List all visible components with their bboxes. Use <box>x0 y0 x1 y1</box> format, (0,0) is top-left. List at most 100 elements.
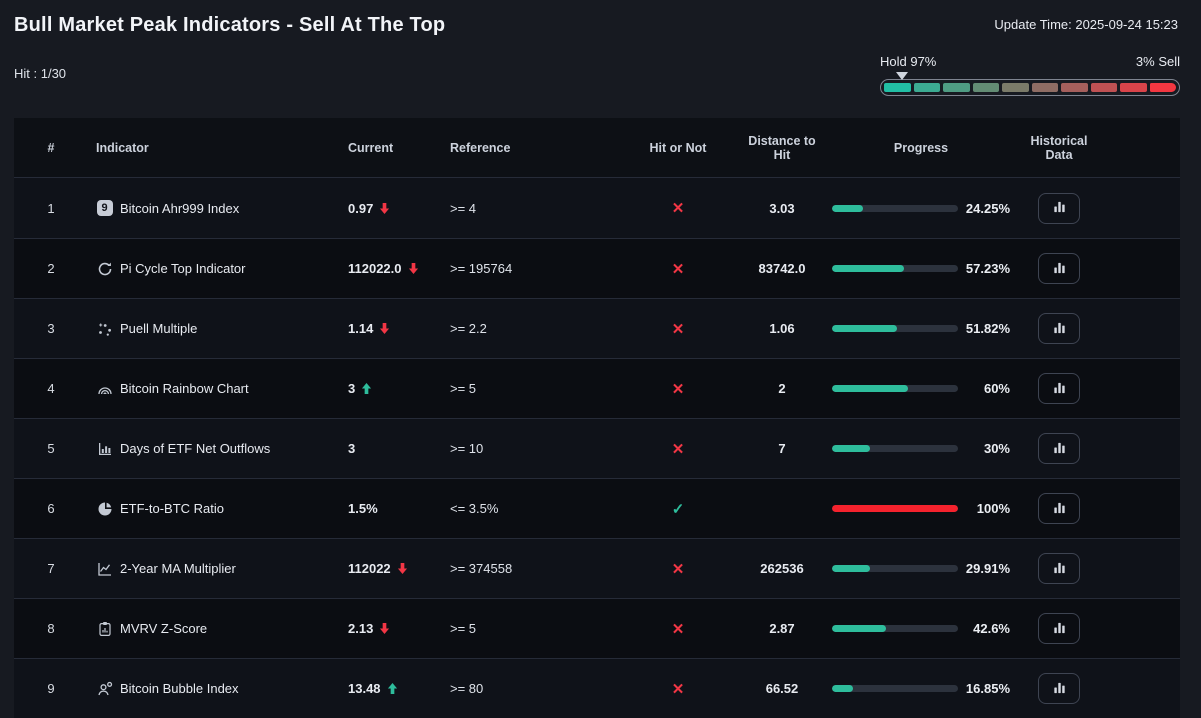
progress-bar <box>832 385 958 392</box>
hit-status-icon: ✕ <box>671 560 685 578</box>
historical-data-button[interactable] <box>1038 373 1080 404</box>
distance-value: 2 <box>778 381 786 396</box>
bar-chart-icon <box>1052 199 1067 217</box>
row-number: 7 <box>47 561 55 576</box>
historical-data-button[interactable] <box>1038 313 1080 344</box>
progress-bar <box>832 685 958 692</box>
bubble-person-icon <box>96 680 113 697</box>
current-value: 112022 <box>348 561 391 576</box>
header-historical-data: Historical Data <box>1030 133 1088 162</box>
progress-bar <box>832 445 958 452</box>
progress-bar <box>832 325 958 332</box>
table-header: # Indicator Current Reference Hit or Not… <box>14 118 1180 178</box>
gauge-segment <box>972 83 999 92</box>
row-number: 2 <box>47 261 55 276</box>
current-value: 3 <box>348 441 356 456</box>
distance-value: 3.03 <box>769 200 795 216</box>
hit-status-icon: ✕ <box>671 380 685 398</box>
reference-value: >= 195764 <box>450 261 513 276</box>
row-number: 9 <box>47 681 55 696</box>
gauge-marker-icon <box>895 72 908 80</box>
table-row: 2 Pi Cycle Top Indicator 112022.0 >= 195… <box>14 238 1180 298</box>
distance-value: 83742.0 <box>758 261 806 276</box>
bar-chart-icon <box>1052 440 1067 458</box>
gauge-segment <box>884 83 911 92</box>
row-number: 6 <box>47 501 55 516</box>
historical-data-button[interactable] <box>1038 433 1080 464</box>
historical-data-button[interactable] <box>1038 613 1080 644</box>
progress-bar <box>832 204 958 212</box>
progress-percent: 60% <box>983 381 1010 396</box>
indicator-name[interactable]: Bitcoin Bubble Index <box>120 681 239 696</box>
current-value: 112022.0 <box>348 261 402 276</box>
historical-data-button[interactable] <box>1038 553 1080 584</box>
indicator-name[interactable]: Puell Multiple <box>120 321 198 336</box>
row-number: 4 <box>47 381 55 396</box>
historical-data-button[interactable] <box>1038 673 1080 704</box>
hit-status-icon: ✕ <box>671 320 685 338</box>
trend-arrow-icon <box>408 262 419 275</box>
progress-percent: 51.82% <box>965 321 1010 336</box>
reference-value: >= 2.2 <box>450 321 487 336</box>
current-value: 3 <box>348 381 356 396</box>
hit-status-icon: ✓ <box>671 500 685 518</box>
gauge-segment <box>943 83 970 92</box>
table-row: 7 2-Year MA Multiplier 112022 >= 374558 … <box>14 538 1180 598</box>
update-time: Update Time: 2025-09-24 15:23 <box>994 17 1178 32</box>
current-value: 1.5% <box>348 501 378 516</box>
bar-chart-icon <box>1052 380 1067 398</box>
progress-percent: 16.85% <box>965 681 1010 696</box>
progress-bar <box>832 505 958 512</box>
current-value: 13.48 <box>348 681 381 696</box>
progress-bar <box>832 625 958 632</box>
gauge-segment <box>1120 83 1147 92</box>
hit-count: Hit : 1/30 <box>14 66 67 81</box>
header-progress: Progress <box>893 140 949 155</box>
row-number: 5 <box>47 441 55 456</box>
row-number: 8 <box>47 621 55 636</box>
indicator-name[interactable]: Bitcoin Ahr999 Index <box>120 200 240 216</box>
header-indicator: Indicator <box>96 140 149 155</box>
distance-value: 7 <box>778 441 786 456</box>
progress-percent: 29.91% <box>965 561 1010 576</box>
gauge-segment <box>1090 83 1117 92</box>
bar-chart-icon <box>1052 500 1067 518</box>
hit-status-icon: ✕ <box>671 680 685 698</box>
row-number: 1 <box>47 200 55 216</box>
reference-value: <= 3.5% <box>450 501 499 516</box>
line-chart-icon <box>96 560 113 577</box>
header-hit-or-not: Hit or Not <box>649 140 707 155</box>
reference-value: >= 10 <box>450 441 484 456</box>
header-reference: Reference <box>450 140 511 155</box>
indicator-name[interactable]: 2-Year MA Multiplier <box>120 561 236 576</box>
trend-arrow-icon <box>379 202 390 215</box>
hit-status-icon: ✕ <box>671 260 685 278</box>
indicator-name[interactable]: MVRV Z-Score <box>120 621 208 636</box>
gauge-segment <box>1002 83 1029 92</box>
gauge-segment <box>1061 83 1088 92</box>
gauge-segment <box>1031 83 1058 92</box>
etf-bars-icon <box>96 440 113 457</box>
reference-value: >= 5 <box>450 381 477 396</box>
indicator-name[interactable]: ETF-to-BTC Ratio <box>120 501 225 516</box>
current-value: 2.13 <box>348 621 374 636</box>
reference-value: >= 5 <box>450 621 477 636</box>
indicator-name[interactable]: Bitcoin Rainbow Chart <box>120 381 249 396</box>
historical-data-button[interactable] <box>1038 493 1080 524</box>
page-title: Bull Market Peak Indicators - Sell At Th… <box>14 14 446 36</box>
pie-chart-icon <box>96 500 113 517</box>
historical-data-button[interactable] <box>1038 253 1080 284</box>
indicator-name[interactable]: Pi Cycle Top Indicator <box>120 261 246 276</box>
gauge-segment <box>913 83 940 92</box>
hold-percent-label: Hold 97% <box>880 54 937 69</box>
bar-chart-icon <box>1052 260 1067 278</box>
hit-status-icon: ✕ <box>671 200 685 217</box>
indicator-name[interactable]: Days of ETF Net Outflows <box>120 441 271 456</box>
progress-percent: 30% <box>983 441 1010 456</box>
bar-chart-icon <box>1052 320 1067 338</box>
distance-value: 66.52 <box>765 681 799 696</box>
historical-data-button[interactable] <box>1038 192 1080 224</box>
trend-arrow-icon <box>387 682 398 695</box>
current-value: 0.97 <box>348 200 374 216</box>
progress-percent: 100% <box>976 501 1010 516</box>
